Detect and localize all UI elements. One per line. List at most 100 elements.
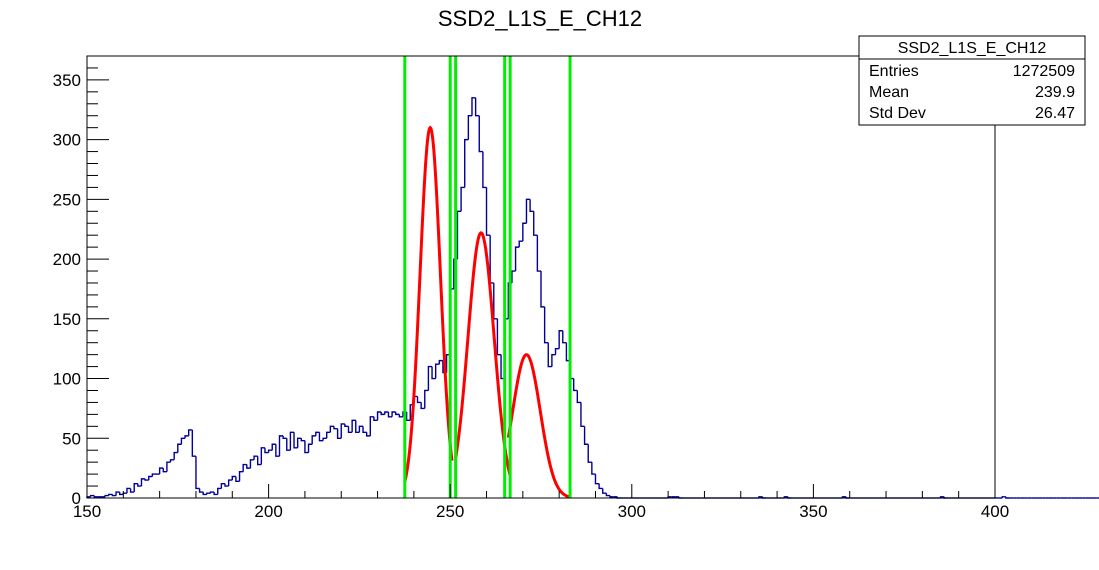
histogram-bin xyxy=(177,443,182,453)
histogram-bin xyxy=(358,425,364,433)
fit-curve-2 xyxy=(454,231,512,476)
histogram-bin xyxy=(195,456,200,490)
histogram-bin xyxy=(126,487,131,494)
histogram-bin xyxy=(594,474,600,485)
histogram-bin xyxy=(257,456,262,466)
x-tick-label: 350 xyxy=(799,502,827,521)
histogram-bin xyxy=(351,419,356,433)
histogram-bin xyxy=(547,342,552,368)
histogram-bin xyxy=(148,475,153,481)
stats-box-frame xyxy=(858,35,1086,126)
histogram-bin xyxy=(209,491,215,494)
x-tick-label: 200 xyxy=(254,502,282,521)
histogram-bin xyxy=(329,425,334,433)
histogram-bin xyxy=(118,492,124,496)
histogram-bin xyxy=(304,440,309,454)
histogram-bin xyxy=(344,423,349,428)
y-tick-label: 50 xyxy=(62,429,81,448)
histogram-bin xyxy=(427,365,433,391)
histogram-bin xyxy=(104,494,109,497)
y-tick-label: 350 xyxy=(53,71,81,90)
histogram-bin xyxy=(227,479,233,487)
histogram-bin xyxy=(533,211,538,236)
histogram-bin xyxy=(336,428,342,439)
histogram-bin xyxy=(460,186,465,212)
histogram-bin xyxy=(438,359,443,365)
histogram-bin xyxy=(151,473,157,477)
histogram-bin xyxy=(315,431,320,436)
stats-stddev-label: Std Dev xyxy=(869,105,926,122)
histogram-bin xyxy=(511,270,516,283)
histogram-bin xyxy=(562,330,567,344)
histogram-bin xyxy=(300,438,305,442)
histogram-bin xyxy=(467,115,472,140)
histogram-bin xyxy=(522,222,527,242)
histogram-bin xyxy=(173,451,178,460)
histogram-bin xyxy=(591,462,596,475)
histogram-bin xyxy=(518,240,523,248)
histogram-bin xyxy=(489,235,494,284)
histogram-bin xyxy=(609,495,614,498)
histogram-bin xyxy=(293,432,298,449)
histogram-bin xyxy=(89,494,95,497)
histogram-bin xyxy=(395,411,400,416)
histogram-bin xyxy=(514,246,520,272)
histogram-bin xyxy=(464,138,469,188)
histogram-bin xyxy=(456,210,462,260)
histogram-bin xyxy=(376,411,382,421)
histogram-bin xyxy=(191,429,196,457)
histogram-bin xyxy=(198,488,204,493)
histogram-bin xyxy=(122,492,127,495)
histogram-bin xyxy=(286,438,291,451)
stats-box-title: SSD2_L1S_E_CH12 xyxy=(898,40,1047,57)
histogram-bin xyxy=(296,437,302,448)
histogram-bin xyxy=(260,447,265,465)
histogram-bin xyxy=(307,443,313,453)
y-tick-label: 150 xyxy=(53,310,81,329)
histogram-bin xyxy=(384,411,389,415)
histogram-bin xyxy=(206,492,211,495)
y-tick-label: 300 xyxy=(53,131,81,150)
stats-entries-label: Entries xyxy=(869,63,919,80)
histogram-bin xyxy=(576,390,581,404)
histogram-bin xyxy=(424,389,429,409)
histogram-bin xyxy=(355,420,360,433)
histogram-bin xyxy=(493,282,498,320)
histogram-bin xyxy=(184,435,189,439)
histogram-bin xyxy=(231,475,236,481)
histogram-bin xyxy=(369,416,374,436)
histogram-bin xyxy=(485,187,491,236)
histogram-bin xyxy=(347,426,353,433)
histogram-bin xyxy=(220,482,226,489)
chart-title: SSD2_L1S_E_CH12 xyxy=(438,6,642,31)
histogram-bin xyxy=(264,447,269,454)
histogram-bin xyxy=(602,488,607,494)
histogram-bin xyxy=(129,488,135,493)
histogram-bin xyxy=(213,492,218,496)
histogram-bin xyxy=(558,330,563,349)
histogram-bin xyxy=(398,414,403,418)
histogram-bin xyxy=(166,461,171,472)
histogram-bin xyxy=(115,491,120,496)
fit-curve-3 xyxy=(506,353,571,499)
histogram-bin xyxy=(525,198,531,224)
histogram-bin xyxy=(529,199,534,212)
histogram-bin xyxy=(249,459,255,469)
histogram-bin xyxy=(162,468,167,473)
histogram-bin xyxy=(373,416,378,422)
histogram-bin xyxy=(1005,496,1010,499)
histogram-bin xyxy=(551,353,556,367)
histogram-bin xyxy=(391,411,396,417)
histogram-bin xyxy=(202,492,207,496)
histogram-bin xyxy=(144,478,149,481)
stats-entries-value: 1272509 xyxy=(1013,63,1075,80)
histogram-bin xyxy=(587,444,592,463)
histogram-bin xyxy=(496,318,502,356)
histogram-bin xyxy=(583,426,589,445)
histogram-bin xyxy=(405,411,411,422)
histogram-bin xyxy=(242,463,247,472)
histogram-bin xyxy=(278,435,284,457)
histogram-series xyxy=(86,97,1099,499)
stats-mean-label: Mean xyxy=(869,84,909,101)
histogram-bin xyxy=(322,437,327,441)
